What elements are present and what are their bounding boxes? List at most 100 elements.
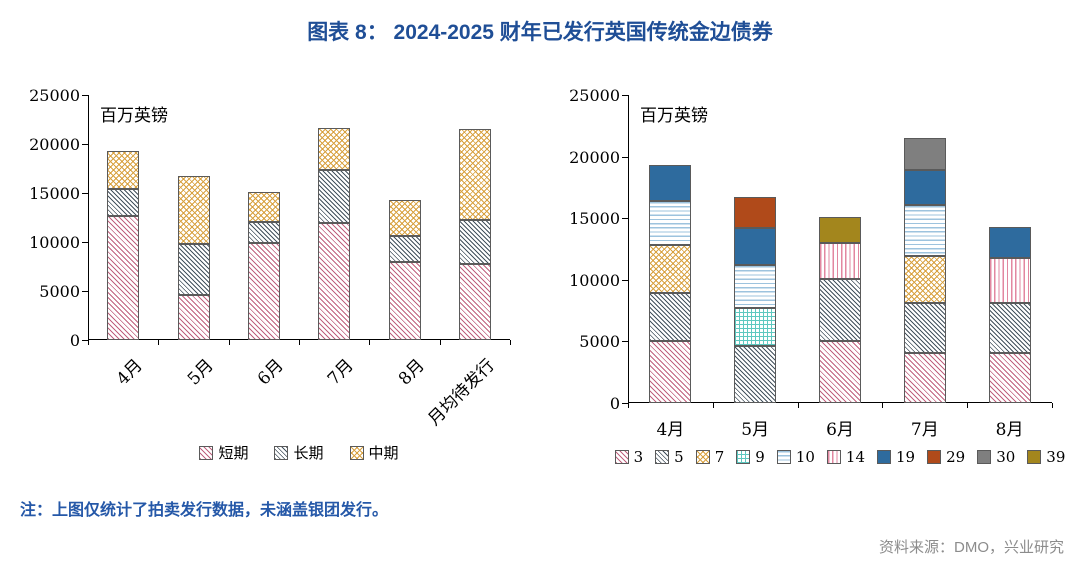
legend-item: 29 — [927, 448, 965, 466]
y-axis-unit-label: 百万英镑 — [640, 106, 708, 126]
chart-legend: 3 5 7 9 10 14 19 29 30 39 — [614, 448, 1065, 466]
y-axis-tick — [82, 144, 88, 145]
y-axis-tick — [82, 291, 88, 292]
legend-swatch-7 — [695, 450, 710, 464]
x-axis-label: 5月 — [741, 420, 770, 440]
bar-segment — [819, 278, 861, 342]
legend-swatch-5 — [655, 450, 670, 464]
bar-segment — [649, 293, 692, 342]
source-credit: 资料来源：DMO，兴业研究 — [879, 539, 1064, 556]
x-axis-tick — [882, 403, 884, 408]
bar-segment — [903, 352, 946, 403]
bar-segment — [734, 265, 777, 309]
bar-segment — [458, 129, 491, 221]
x-axis-label: 6月 — [826, 420, 854, 440]
stacked-bar — [649, 95, 692, 403]
legend-swatch-3 — [614, 450, 629, 464]
stacked-bar — [458, 95, 491, 340]
y-axis-tick-label: 25000 — [29, 86, 80, 105]
y-axis-tick-label: 10000 — [569, 270, 620, 290]
x-axis-tick — [797, 403, 799, 408]
legend-label: 19 — [896, 448, 916, 466]
bar-segment — [318, 223, 351, 340]
footnote: 注：上图仅统计了拍卖发行数据，未涵盖银团发行。 — [20, 502, 389, 519]
bar-segment — [649, 200, 692, 246]
x-axis-label: 8月 — [995, 420, 1024, 440]
bar-segment — [247, 192, 280, 223]
bar-segment — [819, 217, 861, 243]
legend-item: 10 — [776, 448, 815, 466]
x-axis-tick — [228, 340, 230, 345]
bar-segment — [988, 352, 1031, 403]
bar-segment — [649, 245, 692, 294]
stacked-bar — [318, 95, 351, 340]
legend-swatch-29 — [927, 450, 942, 464]
legend-swatch-中期 — [349, 445, 364, 460]
y-axis-tick-label: 20000 — [29, 135, 80, 154]
legend-item: 短期 — [199, 442, 248, 463]
stacked-bar — [388, 95, 421, 340]
bar-segment — [903, 256, 946, 304]
y-axis-tick-label: 25000 — [569, 86, 620, 105]
legend-label: 中期 — [368, 444, 399, 462]
bar-segment — [903, 303, 946, 353]
x-axis-tick — [967, 403, 969, 408]
y-axis-tick — [622, 403, 628, 404]
left-stacked-bar-chart: 0 5000 10000 15000 20000 25000 百万英镑 4月 5月 6月 7月 8月月… — [18, 60, 530, 480]
bar-segment — [318, 128, 351, 171]
bar-segment — [177, 176, 210, 244]
y-axis-tick-label: 0 — [609, 394, 620, 413]
y-axis-tick-label: 10000 — [29, 233, 80, 252]
y-axis-tick-label: 5000 — [579, 332, 620, 352]
x-axis-tick — [369, 340, 371, 345]
y-axis-tick-label: 0 — [69, 331, 80, 350]
bar-segment — [177, 243, 210, 295]
bar-segment — [734, 228, 777, 266]
legend-item: 39 — [1027, 448, 1065, 466]
legend-swatch-39 — [1027, 450, 1042, 464]
legend-label: 5 — [674, 448, 684, 466]
bar-segment — [649, 341, 692, 403]
x-axis-tick — [628, 403, 629, 408]
bar-segment — [388, 199, 421, 237]
x-axis-tick — [88, 340, 89, 345]
legend-label: 7 — [714, 448, 725, 466]
y-axis-tick — [82, 95, 88, 96]
bar-segment — [107, 189, 140, 216]
bar-segment — [107, 215, 140, 340]
legend-label: 长期 — [293, 444, 324, 462]
legend-swatch-短期 — [199, 445, 214, 460]
legend-label: 14 — [845, 448, 865, 466]
y-axis-unit-label: 百万英镑 — [100, 106, 168, 126]
x-axis-tick — [510, 340, 511, 345]
bar-segment — [247, 222, 280, 243]
x-axis-tick — [299, 340, 300, 345]
bar-segment — [988, 303, 1031, 353]
x-axis-label: 7月 — [910, 420, 939, 440]
y-axis-tick — [622, 95, 628, 96]
legend-label: 3 — [633, 448, 644, 466]
y-axis-tick — [622, 341, 628, 343]
stacked-bar — [734, 95, 777, 403]
bar-segment — [458, 263, 491, 340]
stacked-bar — [177, 95, 210, 340]
bar-segment — [247, 242, 280, 340]
bar-segment — [458, 220, 491, 264]
legend-item: 5 — [655, 448, 684, 466]
legend-item: 7 — [695, 448, 725, 466]
y-axis-tick — [622, 279, 628, 281]
bar-segment — [988, 226, 1031, 258]
x-axis-label: 4月 — [656, 420, 685, 440]
figure-title: 图表 8： 2024-2025 财年已发行英国传统金边债券 — [307, 21, 773, 44]
stacked-bar — [819, 95, 861, 403]
y-axis-tick-label: 15000 — [29, 184, 80, 203]
y-axis-tick — [82, 340, 88, 341]
bar-segment — [388, 261, 421, 340]
bar-segment — [903, 204, 946, 257]
y-axis-tick-label: 15000 — [569, 209, 620, 229]
stacked-bar — [247, 95, 280, 340]
bar-segment — [734, 197, 777, 229]
y-axis-tick — [622, 156, 628, 158]
legend-swatch-14 — [826, 450, 841, 464]
bar-segment — [819, 341, 861, 403]
